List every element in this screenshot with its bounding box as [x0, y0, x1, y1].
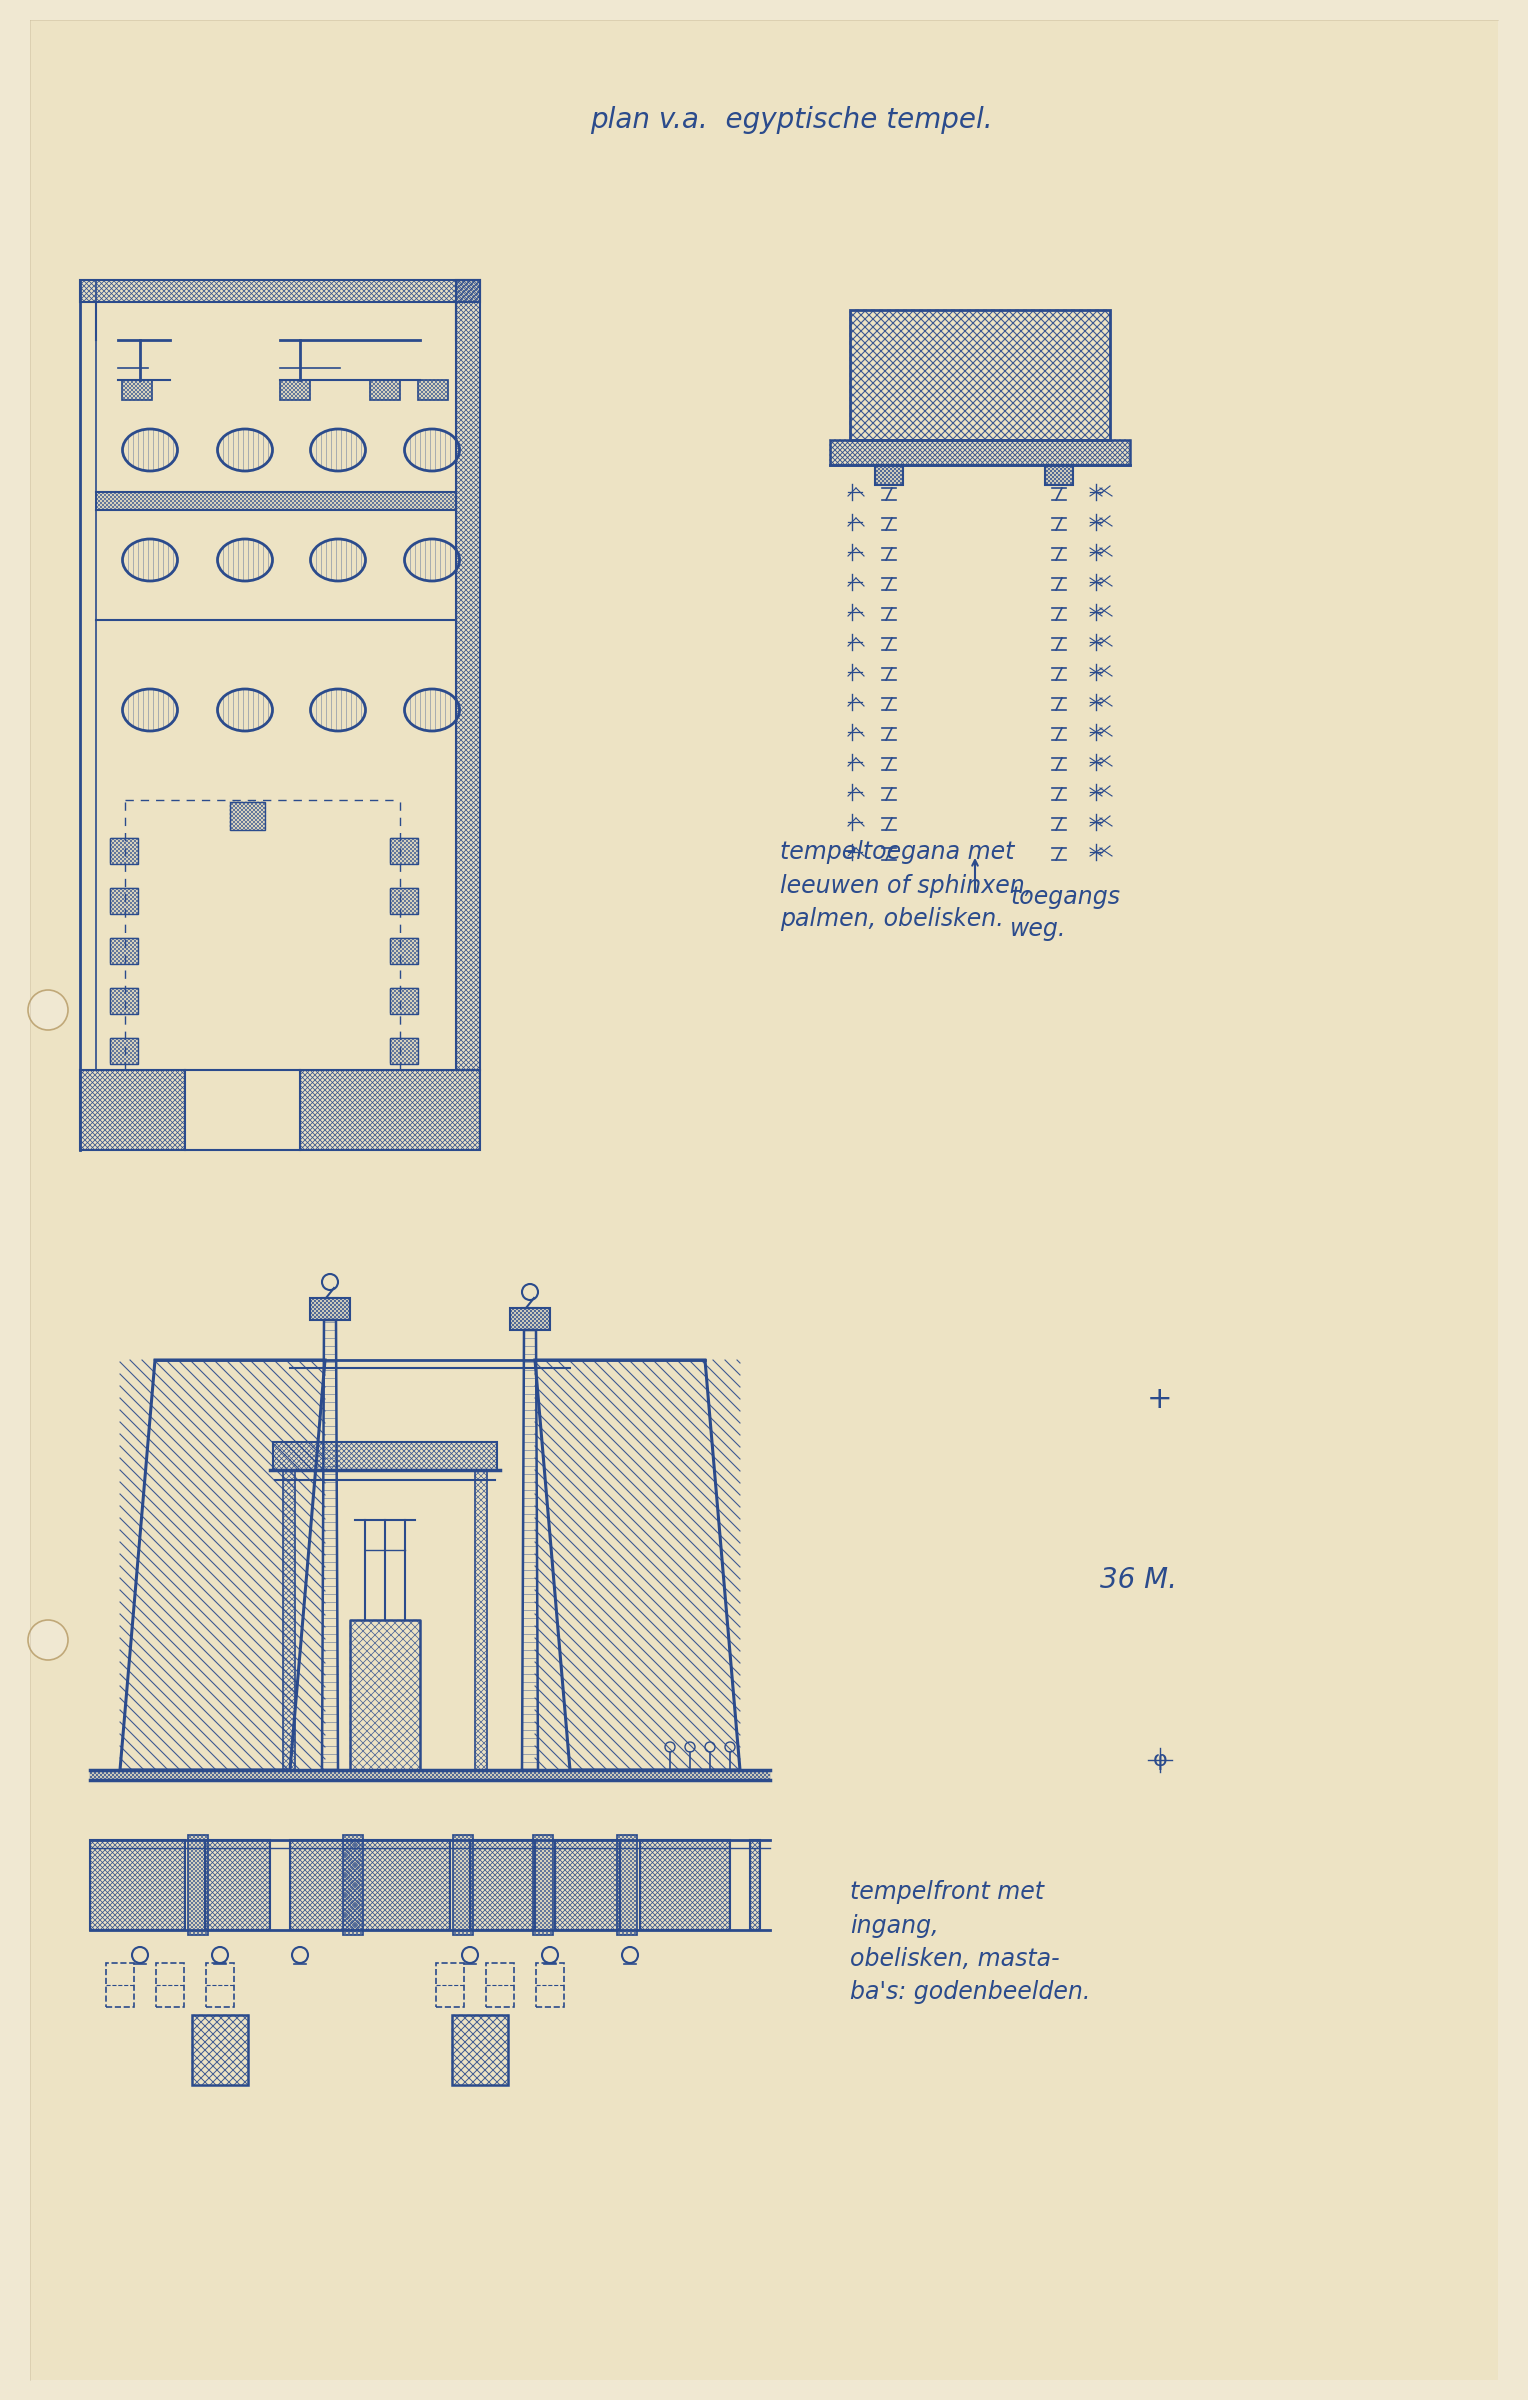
Bar: [555, 1841, 620, 1930]
Bar: [206, 1963, 234, 2006]
Bar: [96, 492, 455, 509]
Text: +: +: [1148, 1385, 1174, 1414]
Bar: [79, 281, 480, 302]
Bar: [419, 379, 448, 401]
Text: tempeltoegana met
leeuwen of sphinxen,
palmen, obelisken.: tempeltoegana met leeuwen of sphinxen, p…: [779, 840, 1033, 931]
Bar: [156, 1963, 183, 2006]
Bar: [1045, 466, 1073, 485]
Bar: [390, 938, 419, 965]
Bar: [435, 1963, 465, 2006]
Bar: [122, 379, 151, 401]
Bar: [452, 2016, 507, 2086]
Text: toegangs
weg.: toegangs weg.: [1010, 886, 1120, 941]
Bar: [205, 1841, 270, 1930]
Bar: [110, 1037, 138, 1063]
Bar: [290, 1841, 451, 1930]
Bar: [110, 838, 138, 864]
Bar: [471, 1841, 535, 1930]
Bar: [750, 1841, 759, 1930]
Bar: [299, 1070, 480, 1150]
Bar: [90, 1841, 185, 1930]
Bar: [452, 1836, 474, 1934]
Bar: [193, 2016, 248, 2086]
Text: plan v.a.  egyptische tempel.: plan v.a. egyptische tempel.: [590, 106, 993, 134]
Circle shape: [28, 1620, 69, 1661]
Bar: [105, 1963, 134, 2006]
Bar: [283, 1469, 295, 1771]
Bar: [475, 1469, 487, 1771]
Bar: [390, 888, 419, 914]
Bar: [455, 281, 480, 1070]
Bar: [110, 989, 138, 1013]
Bar: [390, 838, 419, 864]
Bar: [390, 989, 419, 1013]
Bar: [274, 1442, 497, 1469]
Bar: [533, 1836, 553, 1934]
Bar: [876, 466, 903, 485]
Bar: [79, 1070, 185, 1150]
Bar: [110, 888, 138, 914]
Circle shape: [28, 989, 69, 1030]
Bar: [188, 1836, 208, 1934]
Bar: [640, 1841, 730, 1930]
Bar: [342, 1836, 364, 1934]
Bar: [370, 379, 400, 401]
Bar: [231, 802, 264, 830]
Bar: [110, 938, 138, 965]
Bar: [617, 1836, 637, 1934]
Text: φ: φ: [1152, 1750, 1167, 1771]
Bar: [830, 439, 1131, 466]
Bar: [280, 379, 310, 401]
Bar: [510, 1308, 550, 1330]
Bar: [536, 1963, 564, 2006]
Bar: [486, 1963, 513, 2006]
Bar: [850, 310, 1109, 439]
Bar: [310, 1298, 350, 1320]
Text: tempelfront met
ingang,
obelisken, masta-
ba's: godenbeelden.: tempelfront met ingang, obelisken, masta…: [850, 1879, 1091, 2004]
Text: 36 M.: 36 M.: [1100, 1565, 1177, 1594]
Bar: [390, 1037, 419, 1063]
